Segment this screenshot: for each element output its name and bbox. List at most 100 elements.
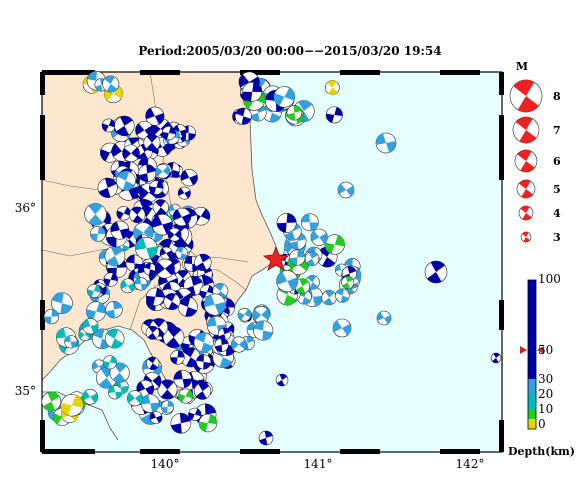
earthquake-mechanism-121 — [154, 258, 175, 279]
earthquake-mechanism-213 — [242, 81, 263, 102]
earthquake-mechanism-156 — [177, 296, 198, 317]
earthquake-mechanism-51 — [155, 163, 171, 179]
earthquake-mechanism-289 — [41, 391, 62, 412]
earthquake-mechanism-269 — [217, 327, 231, 341]
lon-tick-142: 142° — [456, 457, 485, 471]
earthquake-mechanism-181 — [188, 407, 202, 421]
magnitude-label-3: 3 — [553, 231, 561, 244]
earthquake-mechanism-308 — [275, 373, 289, 387]
earthquake-mechanism-52 — [161, 125, 176, 141]
earthquake-mechanism-295 — [126, 390, 143, 407]
earthquake-mechanism-305 — [424, 260, 448, 284]
earthquake-mechanism-250 — [304, 251, 320, 267]
earthquake-mechanism-116 — [143, 262, 157, 276]
earthquake-mechanism-302 — [102, 355, 117, 370]
earthquake-mechanism-271 — [253, 320, 274, 341]
earthquake-mechanism-234 — [321, 289, 337, 306]
earthquake-mechanism-106 — [104, 245, 126, 267]
earthquake-mechanism-206 — [234, 107, 252, 125]
earthquake-mechanism-279 — [85, 301, 107, 322]
earthquake-mechanism-113 — [110, 220, 130, 240]
earthquake-mechanism-37 — [138, 164, 157, 183]
mainshock-marker — [262, 245, 290, 271]
earthquake-mechanism-154 — [193, 332, 214, 353]
depth-tick-20: 20 — [538, 387, 553, 401]
magnitude-legend-ball-6 — [514, 149, 538, 173]
earthquake-mechanism-208 — [286, 105, 303, 121]
earthquake-mechanism-263 — [230, 336, 248, 353]
earthquake-mechanism-237 — [324, 234, 345, 255]
magnitude-legend-ball-8 — [509, 79, 543, 113]
earthquake-mechanism-252 — [294, 278, 311, 294]
depth-tick-100: 100 — [538, 272, 561, 286]
earthquake-mechanism-43 — [177, 186, 191, 200]
earthquake-mechanism-179 — [177, 388, 194, 404]
depth-tick-50: 50 — [538, 343, 553, 357]
earthquake-mechanism-109 — [151, 214, 173, 236]
lat-tick-36: 36° — [15, 201, 36, 215]
earthquake-mechanism-184 — [193, 382, 212, 400]
earthquake-mechanism-211 — [325, 106, 343, 124]
magnitude-legend-header: M — [516, 60, 528, 73]
earthquake-mechanism-164 — [196, 354, 212, 370]
earthquake-mechanism-196 — [325, 80, 340, 95]
earthquake-mechanism-63 — [84, 202, 107, 226]
earthquake-mechanism-124 — [194, 253, 212, 271]
earthquake-mechanism-212 — [273, 86, 296, 108]
earthquake-mechanism-178 — [149, 411, 163, 424]
earthquake-mechanism-91 — [120, 278, 136, 294]
earthquake-mechanism-183 — [140, 393, 160, 413]
earthquake-mechanism-236 — [335, 288, 350, 303]
lon-tick-141: 141° — [304, 457, 333, 471]
earthquake-mechanism-102 — [134, 277, 148, 291]
coastline-south — [42, 391, 119, 441]
earthquake-mechanism-53 — [122, 144, 140, 163]
earthquake-mechanism-249 — [289, 249, 306, 266]
depth-tick-30: 30 — [538, 372, 553, 386]
earthquake-mechanism-40 — [143, 134, 161, 152]
earthquake-mechanism-303 — [375, 132, 397, 154]
earthquake-mechanism-307 — [332, 318, 352, 338]
earthquake-mechanism-276 — [51, 292, 73, 315]
earthquake-mechanism-185 — [170, 412, 192, 434]
earthquake-mechanism-267 — [214, 337, 229, 353]
depth-marker-left — [520, 346, 527, 354]
earthquake-mechanism-310 — [490, 352, 502, 364]
magnitude-legend — [509, 79, 543, 243]
lon-tick-140: 140° — [151, 457, 180, 471]
frame-ticks — [40, 70, 504, 454]
magnitude-legend-ball-3 — [520, 231, 532, 243]
lat-tick-35: 35° — [15, 384, 36, 398]
earthquake-mechanism-270 — [252, 306, 270, 324]
earthquake-mechanism-19 — [135, 121, 154, 140]
earthquake-mechanism-306 — [376, 310, 392, 326]
earthquake-mechanism-105 — [90, 225, 106, 242]
earthquake-mechanism-120 — [184, 255, 201, 273]
earthquake-mechanism-309 — [258, 430, 274, 446]
earthquake-mechanism-99 — [175, 246, 189, 260]
earthquake-mechanism-83 — [159, 246, 173, 260]
earthquake-mechanism-90 — [103, 272, 118, 287]
depth-tick-0: 0 — [538, 417, 546, 431]
earthquake-mechanism-191 — [102, 75, 120, 93]
earthquake-mechanism-118 — [135, 237, 158, 260]
earthquake-mechanism-300 — [108, 385, 123, 400]
magnitude-label-4: 4 — [553, 207, 561, 220]
earthquake-mechanism-284 — [104, 328, 125, 349]
earthquake-mechanism-48 — [115, 170, 136, 191]
earthquake-mechanism-282 — [105, 301, 123, 319]
earthquake-mechanism-180 — [198, 413, 218, 433]
earthquake-mechanism-243 — [276, 212, 297, 233]
earthquake-mechanism-163 — [163, 293, 181, 311]
earthquake-mechanism-301 — [109, 362, 130, 383]
earthquake-mechanism-54 — [149, 180, 164, 195]
magnitude-label-7: 7 — [553, 124, 561, 137]
earthquake-mechanism-17 — [145, 106, 165, 126]
earthquake-mechanism-223 — [300, 213, 319, 232]
earthquake-mechanism-304 — [337, 181, 355, 199]
earthquake-mechanism-73 — [116, 206, 131, 221]
earthquake-mechanism-186 — [161, 400, 175, 414]
earthquake-mechanism-38 — [114, 115, 135, 137]
earthquake-mechanism-153 — [170, 350, 185, 365]
